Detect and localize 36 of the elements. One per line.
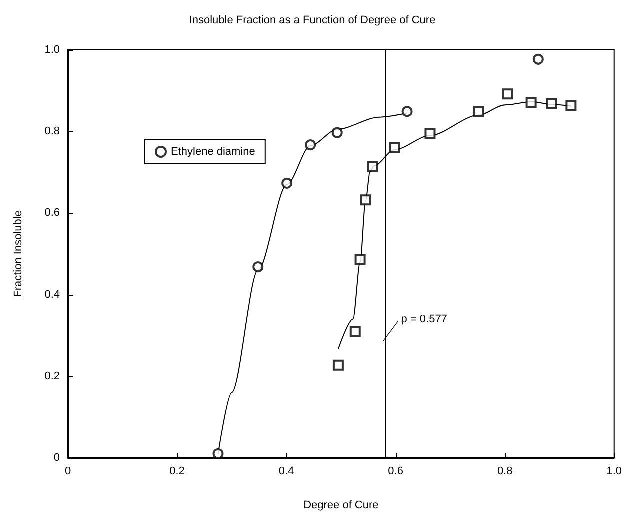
point bbox=[532, 54, 544, 65]
point bbox=[252, 262, 264, 273]
y-axis-title: Fraction Insoluble bbox=[12, 210, 24, 298]
x-tick-label: 1.0 bbox=[606, 466, 622, 478]
x-tick-label: 0.2 bbox=[170, 466, 185, 478]
x-tick-label: 0.8 bbox=[497, 466, 513, 478]
y-tick-label: 1.0 bbox=[44, 44, 60, 56]
point bbox=[546, 98, 558, 110]
point bbox=[282, 178, 293, 189]
chart-title: Insoluble Fraction as a Function of Degree of Cure bbox=[189, 14, 436, 26]
point bbox=[367, 161, 378, 172]
point bbox=[473, 106, 484, 118]
point bbox=[424, 128, 436, 140]
y-tick-label: 0.8 bbox=[44, 126, 60, 138]
point bbox=[354, 254, 366, 266]
x-axis-title: Degree of Cure bbox=[304, 500, 379, 512]
point bbox=[332, 127, 343, 138]
point bbox=[350, 326, 361, 338]
point bbox=[212, 448, 224, 460]
point bbox=[389, 142, 400, 154]
y-tick-label: 0.6 bbox=[44, 207, 60, 220]
x-tick-label: 0.6 bbox=[388, 466, 404, 478]
y-tick-label: 0.4 bbox=[44, 288, 60, 301]
y-tick-label: 0 bbox=[54, 452, 60, 464]
point bbox=[502, 88, 514, 100]
point bbox=[332, 360, 344, 371]
y-tick-label: 0.2 bbox=[44, 370, 60, 382]
point bbox=[526, 98, 537, 109]
point bbox=[305, 140, 316, 151]
point bbox=[360, 194, 372, 206]
x-tick-label: 0 bbox=[64, 466, 72, 478]
ref-line-label: p = 0.577 bbox=[401, 313, 448, 326]
point bbox=[402, 106, 413, 118]
point bbox=[566, 100, 577, 112]
x-tick-label: 0.4 bbox=[278, 466, 294, 478]
legend-label: Ethylene diamine bbox=[171, 146, 256, 158]
